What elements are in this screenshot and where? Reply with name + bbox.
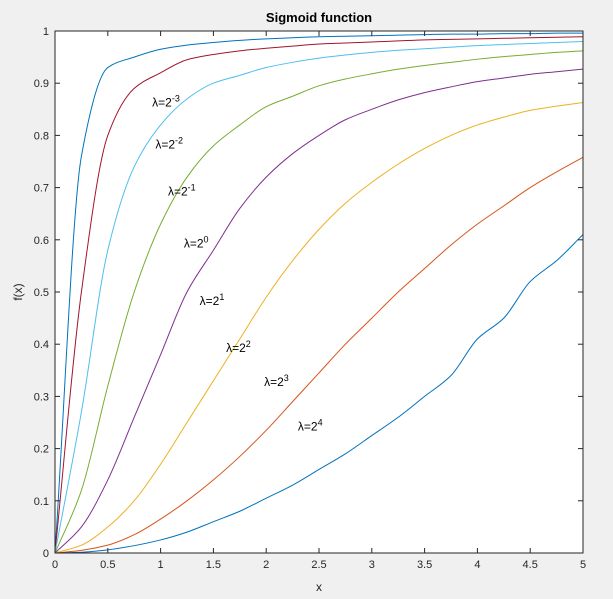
- curve-labels-group: λ=2-3 λ=2-2 λ=2-1 λ=20 λ=21 λ=22 λ=23 λ=24: [152, 94, 322, 434]
- x-tick-label: 0: [52, 559, 58, 571]
- y-tick-label: 0.9: [34, 78, 49, 90]
- series-line-3: [54, 50, 584, 554]
- x-tick-label: 3.5: [417, 559, 432, 571]
- series-line-4: [54, 68, 584, 554]
- y-axis-label: f(x): [11, 283, 25, 300]
- curve-label-5: λ=22: [226, 339, 251, 355]
- curve-label-4: λ=21: [200, 292, 225, 308]
- x-tick-label: 2.5: [311, 559, 326, 571]
- x-tick-label: 1.5: [206, 559, 221, 571]
- series-line-7: [54, 234, 584, 554]
- curve-label-2: λ=2-1: [168, 182, 196, 198]
- x-tick-label: 4: [474, 559, 480, 571]
- y-tick-label: 0.2: [34, 444, 49, 456]
- curve-label-0: λ=2-3: [152, 94, 180, 110]
- x-tick-label: 5: [580, 559, 586, 571]
- curve-label-6: λ=23: [264, 373, 289, 389]
- y-ticks-group: 0 0.1 0.2 0.3 0.4 0.5 0.6 0.7 0.8 0.9 1: [34, 26, 583, 560]
- y-tick-label: 0.1: [34, 496, 49, 508]
- curve-label-1: λ=2-2: [155, 135, 183, 151]
- x-tick-label: 2: [263, 559, 269, 571]
- y-tick-label: 0: [43, 548, 49, 560]
- x-tick-label: 0.5: [100, 559, 115, 571]
- curves-group: [54, 32, 584, 554]
- x-tick-label: 3: [369, 559, 375, 571]
- x-tick-label: 1: [158, 559, 164, 571]
- y-tick-label: 0.8: [34, 130, 49, 142]
- y-tick-label: 1: [43, 26, 49, 38]
- series-line-5: [54, 102, 584, 554]
- series-line-1: [54, 36, 584, 554]
- axes-background: [55, 31, 583, 553]
- x-tick-label: 4.5: [523, 559, 538, 571]
- y-tick-label: 0.7: [34, 183, 49, 195]
- x-axis-label: x: [316, 580, 322, 594]
- curve-label-3: λ=20: [184, 235, 209, 251]
- y-tick-label: 0.5: [34, 287, 49, 299]
- curve-label-7: λ=24: [298, 417, 323, 433]
- y-tick-label: 0.3: [34, 391, 49, 403]
- series-line-0: [54, 32, 583, 554]
- y-tick-label: 0.6: [34, 235, 49, 247]
- x-ticks-group: 0 0.5 1 1.5 2 2.5 3 3.5 4 4.5 5: [52, 31, 586, 571]
- series-line-6: [54, 156, 584, 554]
- chart-title: Sigmoid function: [266, 10, 372, 25]
- series-line-2: [54, 40, 584, 554]
- y-tick-label: 0.4: [34, 339, 49, 351]
